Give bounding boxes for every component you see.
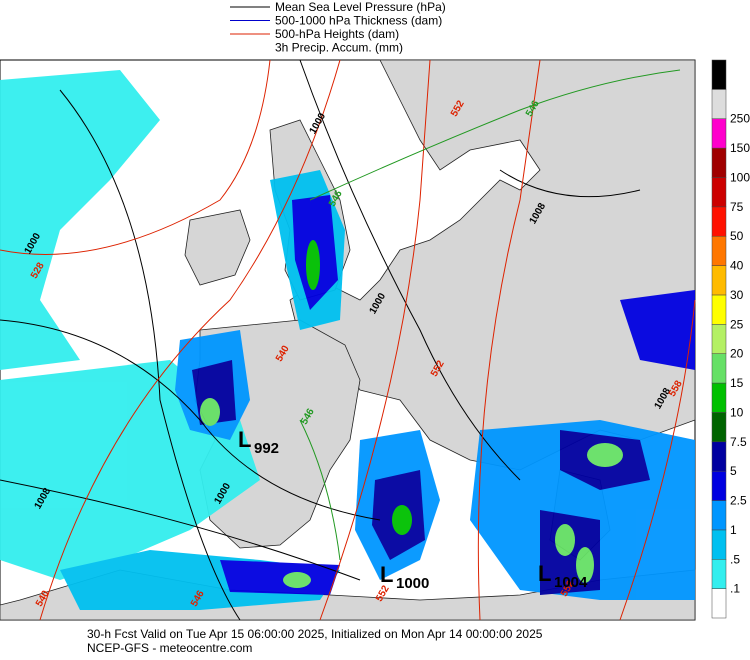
footer-text: 30-h Fcst Valid on Tue Apr 15 06:00:00 2… (87, 627, 543, 641)
colorbar-label: 75 (730, 200, 744, 214)
colorbar-label: .5 (730, 552, 740, 566)
color-cell (711, 500, 727, 531)
legend-label: 3h Precip. Accum. (mm) (275, 41, 403, 55)
color-cell (711, 177, 727, 208)
colorbar-label: 25 (730, 317, 744, 331)
legend-label: Mean Sea Level Pressure (hPa) (275, 0, 446, 14)
colorbar-label: 1 (730, 523, 737, 537)
color-cell (711, 324, 727, 354)
low-value: 1000 (396, 575, 429, 592)
color-cell (711, 353, 727, 384)
colorbar-label: 250 (730, 112, 750, 126)
colorbar-label: 150 (730, 141, 750, 155)
colorbar-label: 50 (730, 229, 744, 243)
color-cell (711, 559, 727, 589)
colorbar-label: 7.5 (730, 435, 747, 449)
colorbar-label: 5 (730, 464, 737, 478)
colorbar-label: 100 (730, 170, 750, 184)
low-value: 992 (254, 440, 279, 457)
color-cell (711, 59, 727, 90)
footer-text: NCEP-GFS - meteocentre.com (87, 641, 252, 655)
colorbar-label: 20 (730, 347, 744, 361)
low-letter: L (538, 561, 551, 586)
color-cell (711, 588, 727, 619)
color-cell (711, 294, 727, 325)
color-cell (711, 412, 727, 443)
color-cell (711, 89, 727, 119)
color-cell (711, 265, 727, 296)
color-cell (711, 235, 727, 266)
color-cell (711, 441, 727, 472)
low-value: 1004 (554, 574, 588, 591)
color-cell (711, 529, 727, 560)
color-cell (711, 147, 727, 178)
color-cell (711, 118, 727, 149)
legend-label: 500-1000 hPa Thickness (dam) (275, 14, 442, 28)
colorbar-label: 40 (730, 259, 744, 273)
color-cell (711, 382, 727, 413)
color-cell (711, 470, 727, 501)
contours (0, 59, 696, 621)
colorbar-label: 15 (730, 376, 744, 390)
colorbar-label: 10 (730, 405, 744, 419)
colorbar-label: 30 (730, 288, 744, 302)
color-cell (711, 206, 727, 237)
colorbar-label: .1 (730, 582, 740, 596)
low-letter: L (238, 427, 251, 452)
colorbar-label: 2.5 (730, 494, 747, 508)
legend-label: 500-hPa Heights (dam) (275, 27, 399, 41)
low-letter: L (380, 562, 393, 587)
